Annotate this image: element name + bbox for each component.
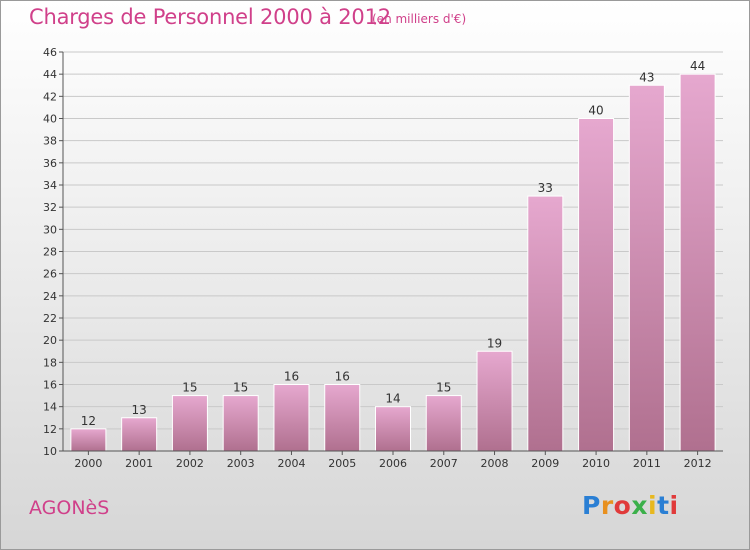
x-tick-label: 2004 <box>277 457 305 470</box>
bar-value-label: 19 <box>487 336 502 350</box>
y-tick-label: 38 <box>43 135 57 148</box>
y-tick-label: 30 <box>43 223 57 236</box>
y-tick-label: 34 <box>43 179 57 192</box>
x-tick-label: 2010 <box>582 457 610 470</box>
y-tick-label: 22 <box>43 312 57 325</box>
chart-subtitle: (en milliers d'€) <box>372 12 467 26</box>
x-tick-label: 2012 <box>684 457 712 470</box>
bar-value-label: 15 <box>233 381 248 395</box>
y-tick-label: 28 <box>43 246 57 259</box>
x-tick-label: 2008 <box>481 457 509 470</box>
axes: 10 12 14 16 18 20 22 24 26 28 30 32 34 36 38 40 42 44 46 20… <box>43 46 723 470</box>
x-tick-label: 2011 <box>633 457 661 470</box>
logo-letter: o <box>613 491 632 520</box>
bar <box>273 384 310 452</box>
bar-value-label: 16 <box>335 370 350 384</box>
bar <box>628 84 665 452</box>
logo-letter: i <box>669 491 679 520</box>
bar <box>476 350 513 452</box>
bar-value-label: 14 <box>385 392 400 406</box>
x-tick-label: 2003 <box>227 457 255 470</box>
y-tick-label: 44 <box>43 68 57 81</box>
commune-name: AGONèS <box>29 497 110 519</box>
chart-title: Charges de Personnel 2000 à 2012 <box>29 5 391 29</box>
y-tick-label: 46 <box>43 46 57 59</box>
logo-letter: i <box>648 491 658 520</box>
bar <box>324 384 361 452</box>
bar <box>425 395 462 452</box>
bar-value-label: 43 <box>639 70 654 84</box>
bar <box>679 73 716 452</box>
bar <box>578 118 615 452</box>
bar-value-label: 15 <box>182 381 197 395</box>
x-tick-label: 2000 <box>74 457 102 470</box>
x-tick-label: 2002 <box>176 457 204 470</box>
logo-letter: P <box>582 491 601 520</box>
x-tick-label: 2009 <box>531 457 559 470</box>
bar <box>375 406 411 452</box>
logo-letter: t <box>657 491 670 520</box>
bar <box>121 417 158 452</box>
y-tick-label: 42 <box>43 90 57 103</box>
y-tick-label: 20 <box>43 334 57 347</box>
y-tick-label: 16 <box>43 379 57 392</box>
bar-value-label: 16 <box>284 370 299 384</box>
x-tick-label: 2005 <box>328 457 356 470</box>
x-tick-label: 2007 <box>430 457 458 470</box>
bar-value-label: 33 <box>538 181 553 195</box>
bars <box>70 73 716 452</box>
y-tick-label: 12 <box>43 423 57 436</box>
x-tick-label: 2006 <box>379 457 407 470</box>
bar-value-label: 44 <box>690 59 705 73</box>
x-tick-label: 2001 <box>125 457 153 470</box>
bar <box>222 395 259 452</box>
proxiti-logo[interactable]: Proxiti <box>582 491 679 520</box>
logo-letter: r <box>600 491 614 520</box>
y-tick-label: 32 <box>43 201 57 214</box>
y-tick-label: 14 <box>43 401 57 414</box>
bar-value-label: 13 <box>132 403 147 417</box>
bar <box>70 428 107 452</box>
bar-value-label: 15 <box>436 381 451 395</box>
value-labels: 12 13 15 15 16 16 14 15 19 33 40 43 44 <box>81 59 706 428</box>
bar <box>527 195 564 452</box>
bar <box>171 395 208 452</box>
y-tick-label: 18 <box>43 356 57 369</box>
logo-letter: x <box>631 491 648 520</box>
y-tick-label: 10 <box>43 445 57 458</box>
y-tick-label: 36 <box>43 157 57 170</box>
bar-value-label: 12 <box>81 414 96 428</box>
y-tick-label: 26 <box>43 268 57 281</box>
y-tick-label: 40 <box>43 113 57 126</box>
y-tick-label: 24 <box>43 290 57 303</box>
bar-value-label: 40 <box>588 104 603 118</box>
